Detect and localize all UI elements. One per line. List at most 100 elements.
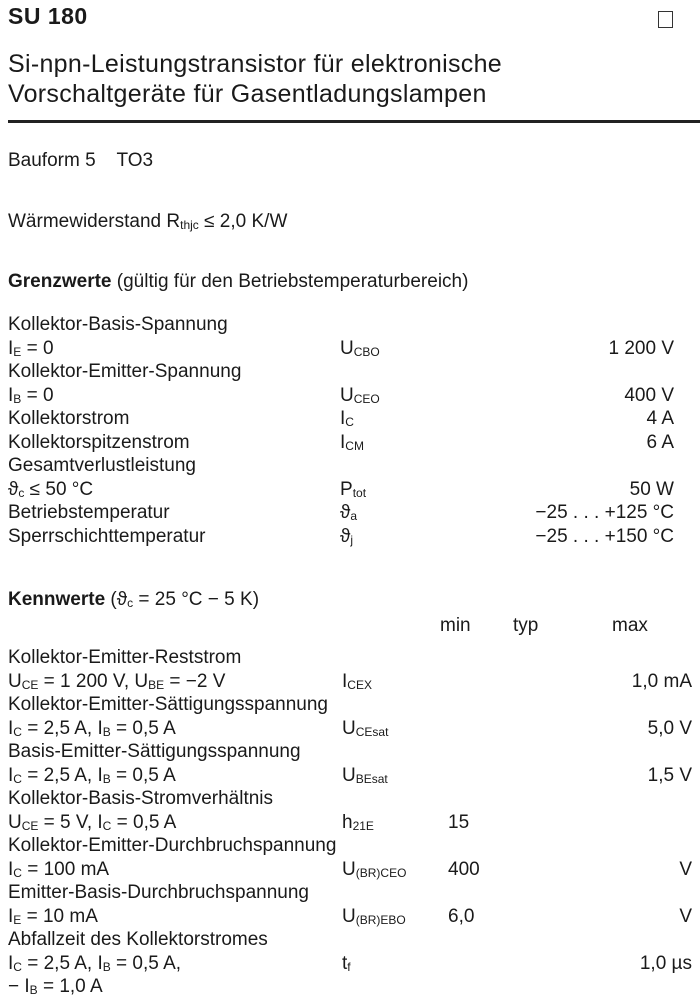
condition-fragment: C <box>102 818 112 833</box>
symbol: ϑj <box>340 526 353 548</box>
symbol-sub: CEX <box>347 677 372 692</box>
condition-fragment: = 5 V, I <box>38 811 103 833</box>
thermal-value: ≤ 2,0 K/W <box>204 211 288 232</box>
symbol: U(BR)EBO <box>342 906 406 928</box>
condition-fragment: ≤ 50 °C <box>24 478 94 500</box>
condition-fragment: C <box>13 865 22 880</box>
symbol: UCEO <box>340 385 380 407</box>
condition-fragment: = 2,5 A, I <box>21 764 103 786</box>
min-value: 6,0 <box>448 905 475 927</box>
condition: IC = 2,5 A, IB = 0,5 A <box>8 765 176 787</box>
table-row: IC = 2,5 A, IB = 0,5 A UBEsat 1,5 V <box>8 765 692 789</box>
table-row: Kollektor-Basis-Spannung <box>8 314 692 338</box>
symbol-main: P <box>340 478 353 500</box>
min-value: 400 <box>448 858 480 880</box>
table-row: ϑc ≤ 50 °C Ptot 50 W <box>8 479 692 503</box>
table-row: IC = 2,5 A, IB = 0,5 A UCEsat 5,0 V <box>8 718 692 742</box>
condition-fragment: c <box>127 596 134 610</box>
parameter-name: Kollektor-Emitter-Spannung <box>8 361 242 382</box>
symbol: U(BR)CEO <box>342 859 406 881</box>
symbol: Ptot <box>340 479 366 501</box>
symbol-main: U <box>340 384 354 406</box>
limits-heading-line: Grenzwerte (gültig für den Betriebstempe… <box>8 271 468 293</box>
parameter-name: Sperrschichttemperatur <box>8 525 206 547</box>
condition-fragment: (ϑ <box>110 589 128 610</box>
symbol-sub: CM <box>345 438 364 453</box>
table-row: Kollektor-Basis-Stromverhältnis <box>8 788 692 812</box>
characteristics-heading: Kennwerte <box>8 589 106 610</box>
symbol: ϑa <box>340 502 357 524</box>
max-value: V <box>679 858 692 880</box>
package-label: Bauform 5 <box>8 150 96 171</box>
condition-fragment: C <box>13 959 22 974</box>
limits-note: (gültig für den Betriebstemperaturbereic… <box>116 271 469 292</box>
symbol-sub: tot <box>352 485 367 500</box>
symbol-sub: CEsat <box>355 724 389 739</box>
condition-fragment: − I <box>8 976 30 997</box>
table-row: Sperrschichttemperatur ϑj −25 . . . +150 °… <box>8 526 692 550</box>
package-type: TO3 <box>116 150 154 171</box>
condition-fragment: E <box>13 344 22 359</box>
checkbox[interactable] <box>658 11 673 28</box>
table-row: UCE = 1 200 V, UBE = −2 V ICEX 1,0 mA <box>8 671 692 695</box>
symbol: tf <box>342 953 351 975</box>
condition-fragment: = 0,5 A <box>110 764 176 786</box>
condition-fragment: I <box>8 764 14 786</box>
parameter-name: Kollektorspitzenstrom <box>8 431 190 453</box>
symbol: IC <box>340 408 354 430</box>
condition-fragment: = 0,5 A <box>110 717 176 739</box>
symbol-sub: CBO <box>353 344 380 359</box>
table-row: Kollektor-Emitter-Reststrom <box>8 647 692 671</box>
condition-fragment: U <box>8 811 22 833</box>
parameter-name: Kollektor-Emitter-Reststrom <box>8 647 242 668</box>
condition-fragment: = 0 <box>21 384 54 406</box>
part-number-title: SU 180 <box>8 3 88 29</box>
condition: UCE = 1 200 V, UBE = −2 V <box>8 671 225 693</box>
condition-fragment: ϑ <box>8 478 19 500</box>
table-row: IE = 0 UCBO 1 200 V <box>8 338 692 362</box>
table-row: − IB = 1,0 A <box>8 976 692 1000</box>
symbol-sub: 21E <box>352 818 374 833</box>
symbol-sub: (BR)CEO <box>355 865 407 880</box>
symbol: UCBO <box>340 338 380 360</box>
max-value: 1,0 mA <box>631 670 692 692</box>
symbol: UBEsat <box>342 765 388 787</box>
condition-fragment: B <box>102 724 111 739</box>
subtitle-line-1: Si-npn-Leistungstransistor für elektroni… <box>8 50 502 78</box>
symbol: ICM <box>340 432 364 454</box>
condition-fragment: B <box>13 391 22 406</box>
condition: IE = 10 mA <box>8 906 98 928</box>
table-row: IE = 10 mA U(BR)EBO 6,0 V <box>8 906 692 930</box>
condition-fragment: B <box>29 983 38 997</box>
limit-value: 1 200 V <box>608 337 675 359</box>
table-row: Betriebstemperatur ϑa −25 . . . +125 °C <box>8 502 692 526</box>
limit-value: 6 A <box>646 431 674 453</box>
symbol-sub: a <box>350 509 358 523</box>
symbol: UCEsat <box>342 718 388 740</box>
limits-heading: Grenzwerte <box>8 271 112 292</box>
limit-value: −25 . . . +150 °C <box>535 525 674 547</box>
condition: IB = 0 <box>8 385 54 407</box>
column-headers: min typ max <box>8 615 692 639</box>
thermal-symbol: Rthjc <box>166 211 199 232</box>
parameter-name: Kollektor-Emitter-Durchbruchspannung <box>8 835 337 856</box>
condition-fragment: = 1 200 V, U <box>38 670 149 692</box>
table-row: UCE = 5 V, IC = 0,5 A h21E 15 <box>8 812 692 836</box>
condition-fragment: I <box>8 952 14 974</box>
condition-fragment: = 0 <box>21 337 54 359</box>
symbol: h21E <box>342 812 374 834</box>
condition-fragment: CE <box>21 677 39 692</box>
parameter-name: Basis-Emitter-Sättigungsspannung <box>8 741 301 762</box>
table-row: Abfallzeit des Kollektorstromes <box>8 929 692 953</box>
condition: − IB = 1,0 A <box>8 976 103 998</box>
table-row: IC = 2,5 A, IB = 0,5 A, tf 1,0 µs <box>8 953 692 977</box>
symbol-sub: f <box>347 959 351 974</box>
symbol: ICEX <box>342 671 372 693</box>
thermal-label: Wärmewiderstand <box>8 211 162 232</box>
condition-fragment: = −2 V <box>164 670 226 692</box>
symbol-sub: j <box>350 532 354 547</box>
parameter-name: Kollektorstrom <box>8 408 130 429</box>
condition-fragment: CE <box>21 818 39 833</box>
parameter-name: Kollektor-Basis-Stromverhältnis <box>8 788 274 809</box>
table-row: Basis-Emitter-Sättigungsspannung <box>8 741 692 765</box>
